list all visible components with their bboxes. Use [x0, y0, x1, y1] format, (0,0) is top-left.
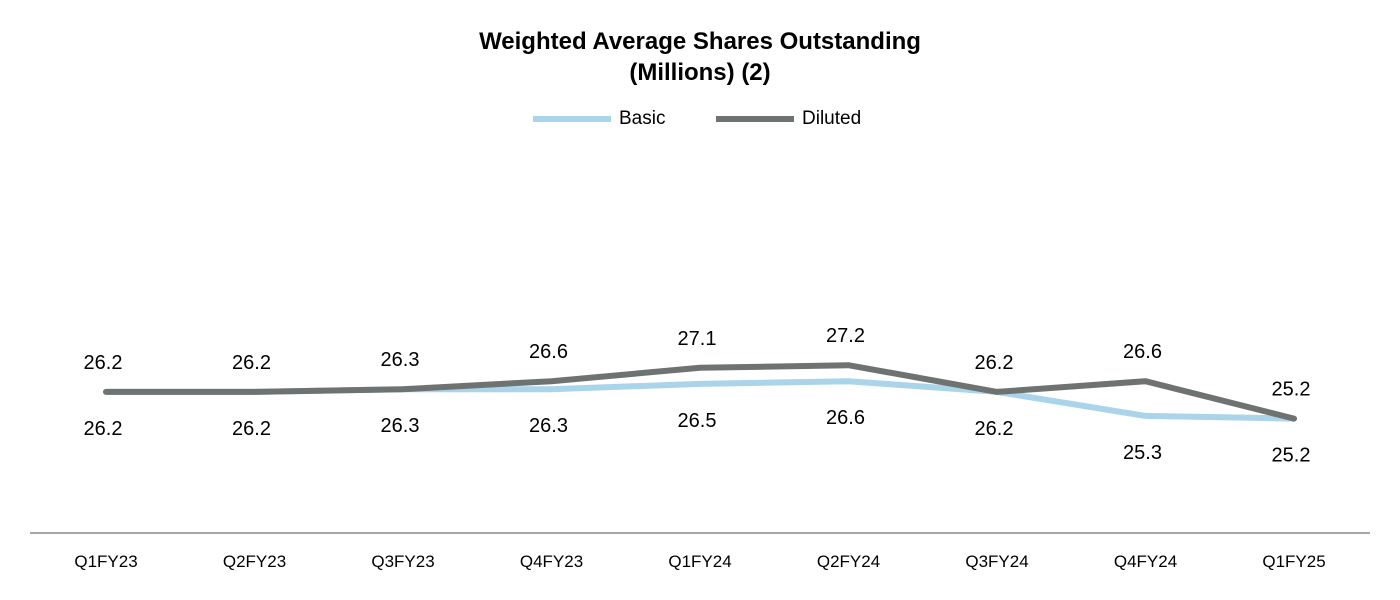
data-label-basic: 26.3: [381, 415, 420, 437]
data-label-basic: 26.2: [232, 418, 271, 440]
data-label-basic: 25.2: [1272, 445, 1311, 467]
chart-legend: Basic Diluted: [0, 108, 1400, 134]
series-line-diluted: [103, 362, 1297, 422]
data-label-diluted: 26.2: [232, 352, 271, 374]
chart-title-block: Weighted Average Shares Outstanding (Mil…: [0, 26, 1400, 88]
x-tick-label: Q1FY25: [1262, 552, 1325, 571]
data-label-basic: 26.3: [529, 415, 568, 437]
data-labels: 26.2 26.2 26.3 26.3 26.5 26.6 26.2 25.3 25.2 26.2…: [84, 325, 1311, 466]
legend-label-basic: Basic: [619, 108, 666, 129]
legend-label-diluted: Diluted: [802, 108, 862, 129]
x-tick-label: Q1FY24: [668, 552, 731, 571]
legend-swatch-basic: [533, 116, 611, 122]
x-tick-labels: Q1FY23 Q2FY23 Q3FY23 Q4FY23 Q1FY24 Q2FY24 Q3FY…: [74, 552, 1325, 571]
data-label-diluted: 26.2: [84, 352, 123, 374]
data-label-diluted: 26.3: [381, 349, 420, 371]
x-tick-label: Q4FY24: [1114, 552, 1177, 571]
x-tick-label: Q4FY23: [520, 552, 583, 571]
legend-item-basic: Basic: [533, 108, 665, 130]
data-label-diluted: 25.2: [1272, 379, 1311, 401]
data-label-basic: 26.6: [826, 407, 865, 429]
data-label-diluted: 27.2: [826, 325, 865, 347]
data-label-basic: 25.3: [1123, 442, 1162, 464]
legend-item-diluted: Diluted: [716, 108, 861, 130]
series-lines: [103, 362, 1297, 422]
chart-title: Weighted Average Shares Outstanding: [479, 28, 921, 55]
x-tick-label: Q2FY23: [223, 552, 286, 571]
x-tick-label: Q1FY23: [74, 552, 137, 571]
data-label-diluted: 26.6: [529, 341, 568, 363]
data-label-basic: 26.5: [678, 410, 717, 432]
data-label-diluted: 27.1: [678, 328, 717, 350]
chart-subtitle: (Millions) (2): [629, 59, 771, 86]
data-label-diluted: 26.2: [975, 352, 1014, 374]
x-tick-label: Q3FY24: [965, 552, 1028, 571]
data-label-basic: 26.2: [84, 418, 123, 440]
x-tick-label: Q2FY24: [817, 552, 880, 571]
data-label-basic: 26.2: [975, 418, 1014, 440]
x-tick-label: Q3FY23: [371, 552, 434, 571]
legend-swatch-diluted: [716, 116, 794, 122]
data-label-diluted: 26.6: [1123, 341, 1162, 363]
